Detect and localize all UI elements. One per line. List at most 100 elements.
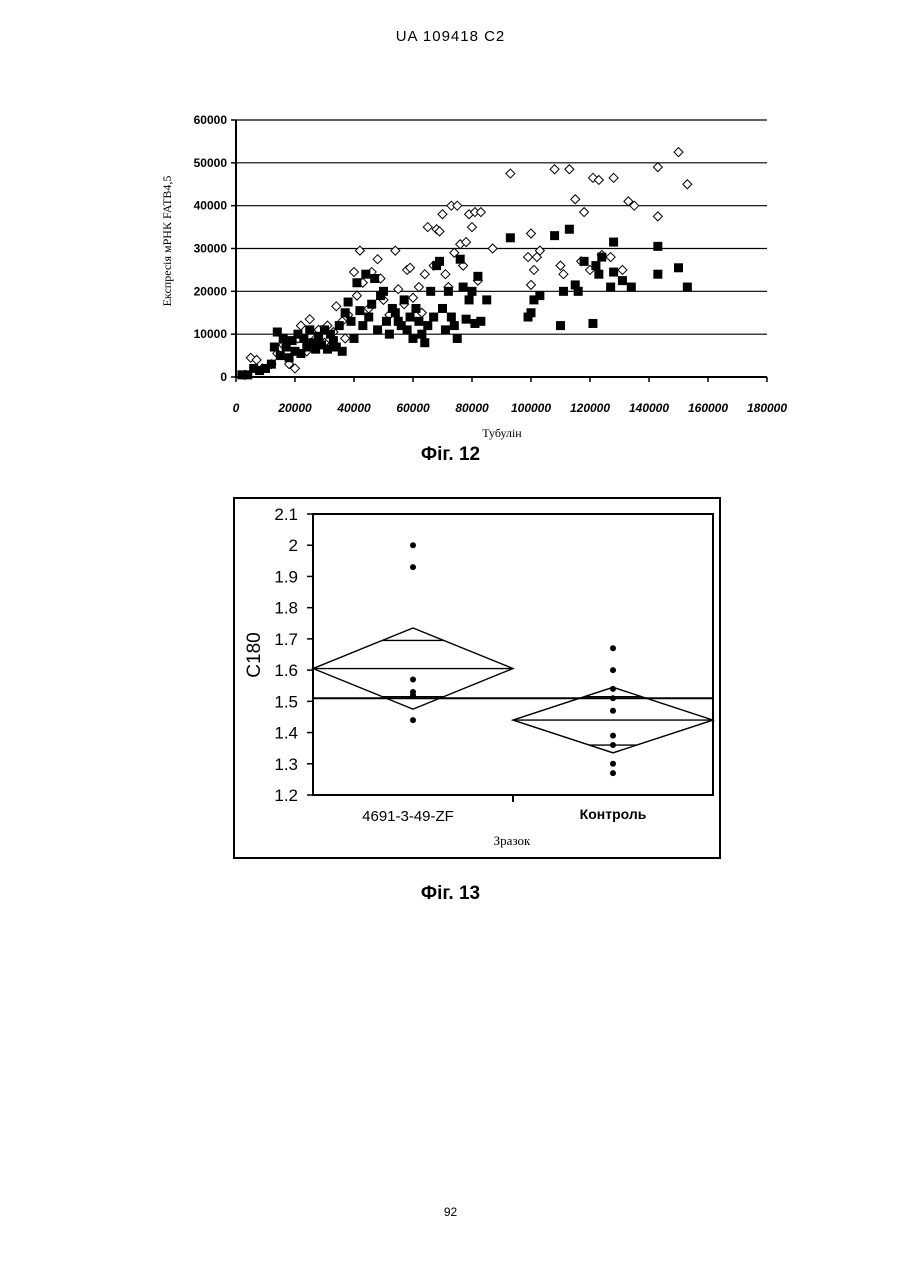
fig13-data-point: [410, 692, 416, 698]
fig12-point-diamond: [391, 246, 400, 255]
fig13-data-point: [410, 564, 416, 570]
fig12-y-tick-label: 20000: [194, 284, 228, 298]
fig12-point-diamond: [476, 208, 485, 217]
fig12-point-square: [550, 231, 559, 240]
fig12-y-tick-label: 10000: [194, 327, 228, 341]
fig12-point-diamond: [438, 210, 447, 219]
fig12-point-square: [618, 276, 627, 285]
fig12-point-square: [270, 343, 279, 352]
fig12-point-square: [527, 308, 536, 317]
fig13-data-point: [610, 645, 616, 651]
fig12-point-square: [559, 287, 568, 296]
fig12-point-square: [594, 270, 603, 279]
fig12-point-square: [429, 313, 438, 322]
fig13-data-point: [610, 733, 616, 739]
fig12-point-square: [350, 334, 359, 343]
fig12-point-square: [435, 257, 444, 266]
fig12-point-diamond: [453, 201, 462, 210]
fig13-data-point: [610, 667, 616, 673]
fig13-data-point: [610, 742, 616, 748]
fig13-plot-area: [313, 514, 713, 795]
fig12-point-square: [465, 295, 474, 304]
fig12-point-square: [683, 283, 692, 292]
fig12-point-diamond: [355, 246, 364, 255]
fig12-point-square: [588, 319, 597, 328]
fig12-point-square: [476, 317, 485, 326]
fig13-data-point: [610, 695, 616, 701]
fig12-point-square: [335, 321, 344, 330]
fig12-point-square: [358, 321, 367, 330]
fig12-point-square: [400, 295, 409, 304]
fig12-point-square: [423, 321, 432, 330]
fig12-point-square: [674, 263, 683, 272]
fig12-point-square: [373, 325, 382, 334]
fig12-x-tick-label: 60000: [396, 401, 430, 415]
fig12-point-square: [653, 270, 662, 279]
fig12-x-tick-label: 20000: [277, 401, 312, 415]
fig12-point-square: [417, 330, 426, 339]
fig12-point-square: [385, 330, 394, 339]
fig12-point-diamond: [683, 180, 692, 189]
fig12-point-square: [409, 334, 418, 343]
fig13-y-tick-label: 1.4: [274, 724, 298, 743]
fig12-point-square: [453, 334, 462, 343]
fig12-point-square: [597, 253, 606, 262]
fig12-point-square: [609, 268, 618, 277]
fig13-y-axis-label: C180: [244, 632, 265, 677]
fig12-point-square: [323, 345, 332, 354]
fig12-point-diamond: [556, 261, 565, 270]
fig12-point-diamond: [414, 283, 423, 292]
fig13-data-point: [410, 676, 416, 682]
fig13-y-tick-label: 1.2: [274, 786, 298, 805]
fig12-y-tick-label: 0: [220, 370, 227, 384]
fig12-point-square: [299, 334, 308, 343]
fig12-point-square: [403, 325, 412, 334]
fig12-point-square: [347, 317, 356, 326]
fig12-x-tick-label: 40000: [336, 401, 371, 415]
fig12-point-square: [305, 325, 314, 334]
fig12-x-tick-label: 180000: [747, 401, 787, 415]
fig12-x-axis-label: Тубулін: [482, 426, 522, 440]
fig12-x-tick-label: 160000: [688, 401, 728, 415]
fig12-point-diamond: [296, 321, 305, 330]
fig12-caption: Фіг. 12: [0, 444, 901, 466]
fig12-point-square: [364, 313, 373, 322]
fig12-point-diamond: [423, 223, 432, 232]
fig13-data-point: [610, 761, 616, 767]
fig12-point-square: [606, 283, 615, 292]
fig13-y-tick-label: 1.8: [274, 599, 298, 618]
fig12-x-tick-label: 0: [233, 401, 240, 415]
fig13-y-tick-label: 2.1: [274, 505, 298, 524]
fig12-point-square: [441, 325, 450, 334]
fig13-y-tick-label: 1.6: [274, 661, 298, 680]
fig12-point-diamond: [305, 315, 314, 324]
fig12-point-diamond: [571, 195, 580, 204]
fig12-point-diamond: [527, 280, 536, 289]
fig12-x-tick-label: 80000: [455, 401, 489, 415]
fig12-point-diamond: [488, 244, 497, 253]
fig12-point-square: [535, 291, 544, 300]
fig13-category-label-2: Контроль: [580, 806, 647, 822]
fig13-data-point: [410, 542, 416, 548]
fig12-x-tick-label: 140000: [629, 401, 669, 415]
fig12-point-square: [341, 308, 350, 317]
fig12-point-square: [444, 287, 453, 296]
fig12-point-square: [456, 255, 465, 264]
fig13-y-tick-label: 1.5: [274, 692, 298, 711]
fig12-point-diamond: [527, 229, 536, 238]
fig12-point-square: [565, 225, 574, 234]
fig12-point-square: [462, 315, 471, 324]
fig12-point-diamond: [529, 265, 538, 274]
fig12-point-diamond: [565, 165, 574, 174]
fig12-point-square: [420, 338, 429, 347]
fig12-point-diamond: [524, 253, 533, 262]
fig12-point-square: [391, 308, 400, 317]
fig13-y-tick-label: 1.3: [274, 755, 298, 774]
fig12-point-square: [438, 304, 447, 313]
fig12-point-square: [352, 278, 361, 287]
fig12-point-diamond: [441, 270, 450, 279]
fig12-x-tick-label: 100000: [511, 401, 551, 415]
fig12-point-square: [609, 238, 618, 247]
fig12-point-square: [556, 321, 565, 330]
fig12-point-diamond: [341, 334, 350, 343]
